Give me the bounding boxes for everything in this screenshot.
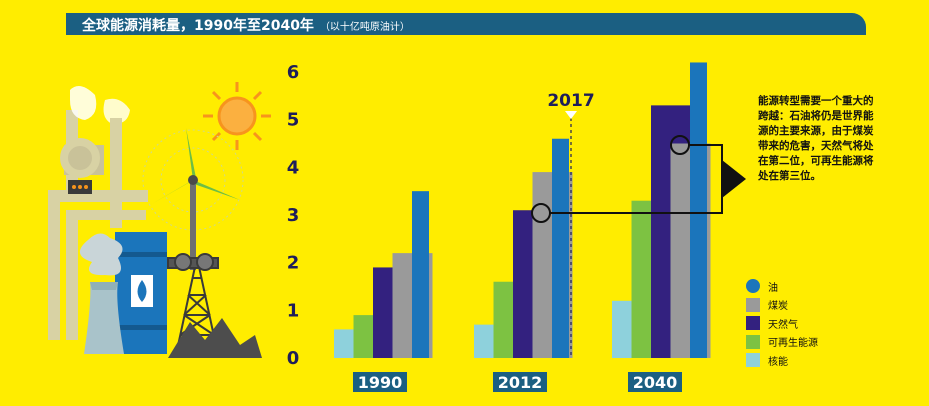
legend-item: 油 <box>746 277 818 296</box>
pipeline-icon <box>48 86 148 340</box>
y-tick-label: 1 <box>287 300 300 321</box>
y-tick-label: 0 <box>287 348 300 369</box>
wind-turbine-icon <box>142 128 244 270</box>
legend-label: 油 <box>768 282 778 294</box>
category-label: 2040 <box>633 373 678 392</box>
chart-title-sub: （以十亿吨原油计） <box>319 22 410 33</box>
oil-barrel-icon <box>115 232 167 354</box>
chart-title: 全球能源消耗量，1990年至2040年 （以十亿吨原油计） <box>82 15 410 35</box>
chart-title-main: 全球能源消耗量，1990年至2040年 <box>82 18 314 34</box>
legend-label: 可再生能源 <box>768 338 818 350</box>
category-label-box <box>628 372 682 392</box>
title-bar: 全球能源消耗量，1990年至2040年 （以十亿吨原油计） <box>66 13 866 35</box>
legend-label: 煤炭 <box>768 301 788 313</box>
annotation-text: 能源转型需要一个重大的跨越：石油将仍是世界能源的主要来源，由于煤炭带来的危害，天… <box>758 95 874 182</box>
legend-swatch <box>746 279 760 294</box>
energy-illustration <box>48 82 271 358</box>
year-marker: 2017 <box>547 91 595 358</box>
category-labels: 1990 2012 2040 <box>353 372 682 392</box>
y-tick-label: 5 <box>287 110 300 131</box>
cooling-tower-icon <box>79 233 124 354</box>
legend-swatch <box>746 353 760 368</box>
legend: 油煤炭天然气可再生能源核能 <box>746 277 818 370</box>
y-tick-label: 3 <box>287 205 300 226</box>
legend-label: 核能 <box>768 356 788 368</box>
y-axis: 0 1 2 3 4 5 6 <box>287 62 300 369</box>
y-tick-label: 6 <box>287 62 300 83</box>
legend-swatch <box>746 334 760 349</box>
legend-label: 天然气 <box>768 319 798 331</box>
category-label: 1990 <box>358 373 403 392</box>
sun-icon <box>203 82 271 150</box>
year-marker-label: 2017 <box>547 91 594 111</box>
y-tick-label: 2 <box>287 253 300 274</box>
legend-item: 煤炭 <box>746 296 818 315</box>
legend-swatch <box>746 297 760 312</box>
legend-item: 可再生能源 <box>746 333 818 352</box>
callout-connector <box>531 135 746 223</box>
category-label: 2012 <box>498 373 543 392</box>
coal-pile-icon <box>168 318 262 358</box>
bar <box>412 191 429 358</box>
category-label-box <box>493 372 547 392</box>
bar <box>690 62 707 358</box>
legend-swatch <box>746 316 760 331</box>
bars <box>334 62 711 358</box>
bar <box>552 138 569 358</box>
y-tick-label: 4 <box>287 157 300 178</box>
legend-item: 核能 <box>746 351 818 370</box>
legend-item: 天然气 <box>746 314 818 333</box>
category-label-box <box>353 372 407 392</box>
